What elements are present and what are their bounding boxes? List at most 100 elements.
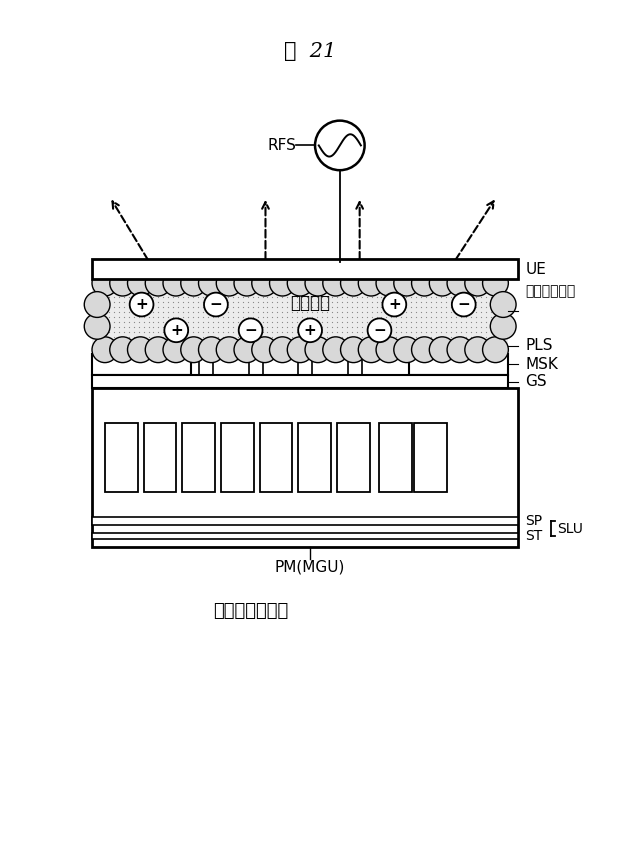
Point: [208, 286, 218, 299]
Point: [252, 330, 262, 343]
Point: [212, 345, 223, 358]
Point: [490, 300, 500, 314]
Point: [178, 330, 188, 343]
Point: [134, 286, 144, 299]
Point: [371, 276, 381, 289]
Point: [148, 340, 159, 353]
Point: [262, 345, 273, 358]
Point: [272, 315, 282, 329]
Point: [163, 286, 173, 299]
Bar: [92, 260, 518, 279]
Point: [243, 325, 253, 339]
Point: [203, 295, 213, 309]
Point: [118, 330, 129, 343]
Point: [307, 325, 317, 339]
Circle shape: [252, 271, 278, 296]
Point: [451, 340, 461, 353]
Point: [208, 340, 218, 353]
Point: [282, 325, 292, 339]
Point: [371, 340, 381, 353]
Point: [272, 345, 282, 358]
Point: [367, 276, 377, 289]
Point: [476, 320, 486, 334]
Point: [237, 286, 248, 299]
Circle shape: [180, 337, 207, 362]
Point: [381, 315, 392, 329]
Point: [297, 340, 307, 353]
Point: [495, 281, 506, 294]
Point: [178, 310, 188, 324]
Point: [287, 281, 298, 294]
Point: [203, 325, 213, 339]
Point: [406, 335, 417, 348]
Point: [173, 286, 184, 299]
Point: [476, 300, 486, 314]
Circle shape: [447, 271, 473, 296]
Bar: [298, 423, 331, 492]
Point: [252, 300, 262, 314]
Point: [282, 295, 292, 309]
Bar: [409, 353, 508, 375]
Point: [445, 305, 456, 319]
Point: [426, 330, 436, 343]
Point: [451, 335, 461, 348]
Point: [351, 281, 362, 294]
Point: [312, 330, 322, 343]
Point: [465, 295, 476, 309]
Point: [248, 310, 258, 324]
Point: [89, 290, 99, 303]
Point: [118, 310, 129, 324]
Point: [188, 330, 198, 343]
Text: UE: UE: [525, 262, 546, 277]
Point: [470, 281, 481, 294]
Point: [490, 315, 500, 329]
Point: [143, 286, 154, 299]
Point: [163, 345, 173, 358]
Point: [391, 305, 401, 319]
Point: [163, 335, 173, 348]
Point: [237, 276, 248, 289]
Circle shape: [340, 337, 366, 362]
Point: [193, 295, 203, 309]
Point: [317, 286, 327, 299]
Point: [456, 300, 466, 314]
Point: [138, 345, 148, 358]
Point: [193, 290, 203, 303]
Point: [232, 345, 243, 358]
Point: [356, 276, 367, 289]
Circle shape: [465, 271, 491, 296]
Point: [391, 300, 401, 314]
Point: [154, 295, 164, 309]
Point: [302, 276, 312, 289]
Point: [302, 325, 312, 339]
Point: [138, 305, 148, 319]
Point: [481, 305, 491, 319]
Point: [228, 325, 238, 339]
Point: [302, 305, 312, 319]
Point: [173, 330, 184, 343]
Point: [248, 335, 258, 348]
Point: [243, 320, 253, 334]
Point: [232, 276, 243, 289]
Point: [371, 281, 381, 294]
Point: [183, 305, 193, 319]
Point: [228, 295, 238, 309]
Point: [252, 325, 262, 339]
Point: [356, 325, 367, 339]
Point: [292, 310, 302, 324]
Point: [401, 290, 412, 303]
Point: [362, 345, 372, 358]
Point: [416, 325, 426, 339]
Point: [416, 330, 426, 343]
Point: [367, 325, 377, 339]
Point: [268, 305, 278, 319]
Point: [481, 345, 491, 358]
Point: [232, 295, 243, 309]
Bar: [105, 423, 138, 492]
Point: [228, 276, 238, 289]
Point: [104, 345, 114, 358]
Point: [461, 290, 471, 303]
Point: [188, 315, 198, 329]
Point: [307, 320, 317, 334]
Point: [114, 330, 124, 343]
